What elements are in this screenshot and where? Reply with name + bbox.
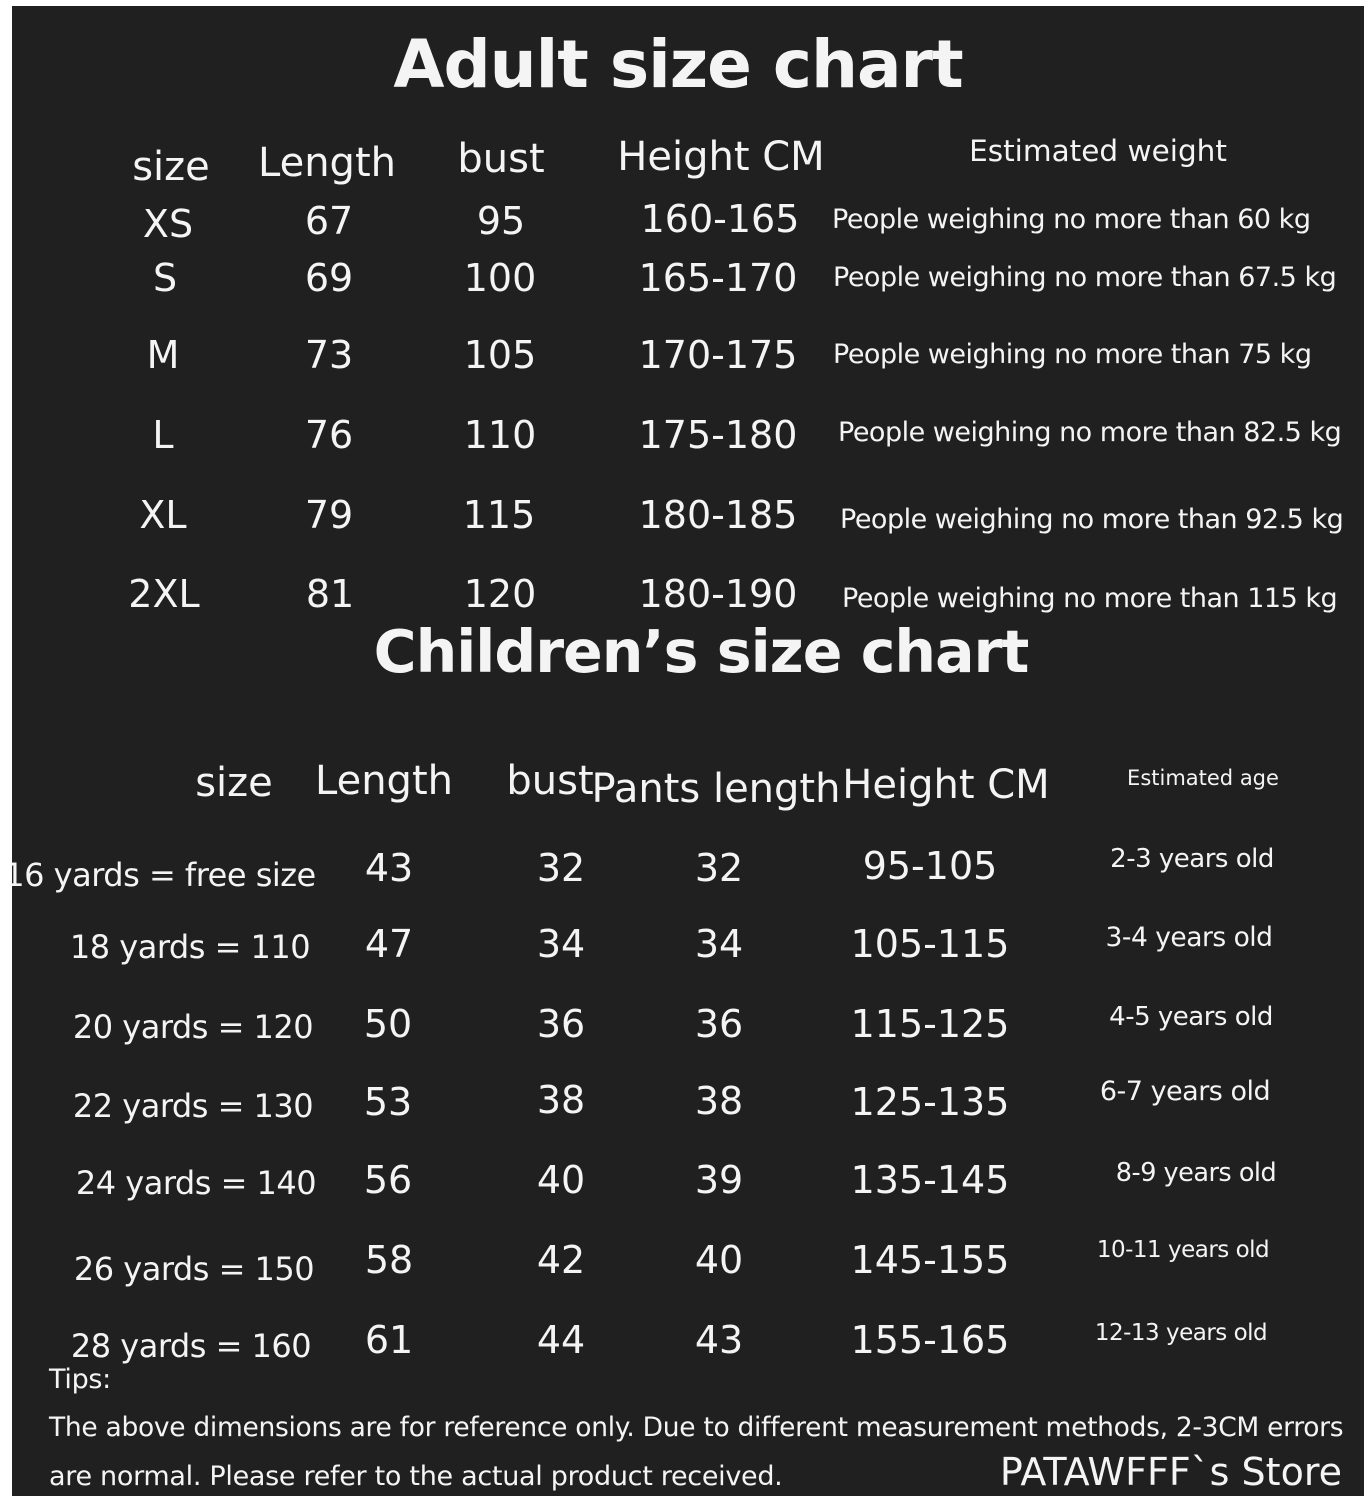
children-cell-length: 58 bbox=[364, 1238, 414, 1282]
children-cell-age: 2-3 years old bbox=[1110, 844, 1274, 874]
children-cell-pants: 40 bbox=[694, 1238, 744, 1282]
adult-cell-size: XS bbox=[142, 202, 194, 246]
children-cell-age: 12-13 years old bbox=[1094, 1320, 1268, 1346]
children-cell-length: 56 bbox=[363, 1158, 413, 1202]
adult-cell-bust: 110 bbox=[463, 413, 537, 457]
adult-cell-height: 175-180 bbox=[638, 413, 798, 457]
adult-cell-length: 69 bbox=[304, 256, 354, 300]
children-cell-height: 125-135 bbox=[850, 1080, 1010, 1124]
children-cell-age: 6-7 years old bbox=[1099, 1076, 1271, 1107]
adult-cell-height: 180-190 bbox=[638, 572, 798, 616]
adult-cell-size: XL bbox=[139, 493, 187, 537]
children-cell-length: 61 bbox=[364, 1318, 414, 1362]
children-cell-size: 24 yards = 140 bbox=[75, 1164, 317, 1202]
children-chart-title: Children’s size chart bbox=[373, 618, 1030, 686]
children-cell-bust: 36 bbox=[536, 1002, 586, 1046]
children-cell-height: 105-115 bbox=[850, 922, 1010, 966]
children-header-pants: Pants length bbox=[591, 766, 841, 812]
children-cell-height: 115-125 bbox=[850, 1002, 1010, 1046]
adult-cell-size: S bbox=[152, 256, 178, 300]
children-cell-size: 22 yards = 130 bbox=[72, 1087, 314, 1125]
adult-cell-height: 170-175 bbox=[638, 333, 798, 377]
children-cell-pants: 43 bbox=[694, 1318, 744, 1362]
children-cell-size: 20 yards = 120 bbox=[72, 1008, 314, 1046]
children-cell-pants: 34 bbox=[694, 922, 744, 966]
children-cell-pants: 38 bbox=[694, 1079, 744, 1123]
children-cell-age: 8-9 years old bbox=[1115, 1158, 1277, 1188]
children-cell-size: 26 yards = 150 bbox=[73, 1250, 315, 1288]
children-cell-pants: 39 bbox=[694, 1158, 744, 1202]
adult-cell-weight: People weighing no more than 82.5 kg bbox=[838, 417, 1342, 448]
children-cell-bust: 34 bbox=[536, 922, 586, 966]
children-cell-bust: 40 bbox=[536, 1158, 586, 1202]
children-header-height: Height CM bbox=[842, 762, 1050, 808]
adult-cell-length: 79 bbox=[304, 493, 354, 537]
adult-cell-length: 81 bbox=[305, 572, 355, 616]
children-cell-length: 43 bbox=[364, 846, 414, 890]
children-cell-length: 53 bbox=[363, 1080, 413, 1124]
children-cell-bust: 38 bbox=[536, 1078, 586, 1122]
children-cell-age: 4-5 years old bbox=[1109, 1002, 1273, 1032]
tips-text-line2: are normal. Please refer to the actual p… bbox=[49, 1461, 783, 1492]
adult-cell-bust: 120 bbox=[463, 572, 537, 616]
children-cell-size: 28 yards = 160 bbox=[70, 1327, 312, 1365]
adult-cell-bust: 95 bbox=[476, 199, 526, 243]
adult-cell-bust: 115 bbox=[462, 493, 536, 537]
adult-cell-size: L bbox=[152, 413, 174, 457]
adult-cell-weight: People weighing no more than 92.5 kg bbox=[840, 504, 1344, 535]
children-cell-length: 47 bbox=[364, 922, 414, 966]
adult-cell-length: 67 bbox=[304, 199, 354, 243]
tips-text-line1: The above dimensions are for reference o… bbox=[49, 1412, 1344, 1443]
children-cell-pants: 32 bbox=[694, 846, 744, 890]
store-watermark: PATAWFFF`s Store bbox=[999, 1450, 1342, 1494]
adult-header-weight: Estimated weight bbox=[969, 134, 1227, 168]
adult-cell-bust: 105 bbox=[463, 333, 537, 377]
children-cell-bust: 32 bbox=[536, 846, 586, 890]
children-cell-height: 155-165 bbox=[850, 1318, 1010, 1362]
adult-cell-bust: 100 bbox=[463, 256, 537, 300]
children-cell-size: 18 yards = 110 bbox=[69, 928, 311, 966]
adult-cell-weight: People weighing no more than 115 kg bbox=[842, 583, 1338, 614]
adult-cell-weight: People weighing no more than 67.5 kg bbox=[833, 262, 1337, 293]
children-cell-age: 10-11 years old bbox=[1096, 1237, 1270, 1263]
children-header-size: size bbox=[195, 760, 273, 806]
adult-cell-size: M bbox=[146, 333, 180, 377]
children-cell-pants: 36 bbox=[694, 1002, 744, 1046]
children-cell-height: 135-145 bbox=[850, 1158, 1010, 1202]
adult-chart-title: Adult size chart bbox=[393, 26, 963, 103]
tips-label: Tips: bbox=[49, 1364, 111, 1395]
adult-header-height: Height CM bbox=[617, 134, 825, 180]
adult-cell-length: 73 bbox=[304, 333, 354, 377]
adult-cell-height: 180-185 bbox=[638, 493, 798, 537]
adult-cell-weight: People weighing no more than 75 kg bbox=[833, 339, 1312, 370]
children-cell-height: 145-155 bbox=[850, 1238, 1010, 1282]
size-chart-board: Adult size chart size Length bust Height… bbox=[12, 6, 1364, 1496]
children-header-length: Length bbox=[315, 758, 453, 804]
adult-cell-size: 2XL bbox=[128, 572, 200, 616]
children-cell-size: 16 yards = free size bbox=[12, 856, 316, 894]
adult-cell-weight: People weighing no more than 60 kg bbox=[832, 204, 1311, 235]
children-cell-length: 50 bbox=[363, 1002, 413, 1046]
adult-cell-height: 160-165 bbox=[640, 197, 800, 241]
children-cell-bust: 42 bbox=[536, 1238, 586, 1282]
children-cell-height: 95-105 bbox=[862, 844, 998, 888]
adult-header-bust: bust bbox=[457, 136, 545, 182]
adult-cell-length: 76 bbox=[304, 413, 354, 457]
children-header-age: Estimated age bbox=[1127, 766, 1279, 790]
children-cell-bust: 44 bbox=[536, 1318, 586, 1362]
adult-cell-height: 165-170 bbox=[638, 256, 798, 300]
adult-header-length: Length bbox=[258, 140, 396, 186]
children-header-bust: bust bbox=[506, 758, 594, 804]
adult-header-size: size bbox=[132, 144, 210, 190]
children-cell-age: 3-4 years old bbox=[1105, 922, 1273, 953]
